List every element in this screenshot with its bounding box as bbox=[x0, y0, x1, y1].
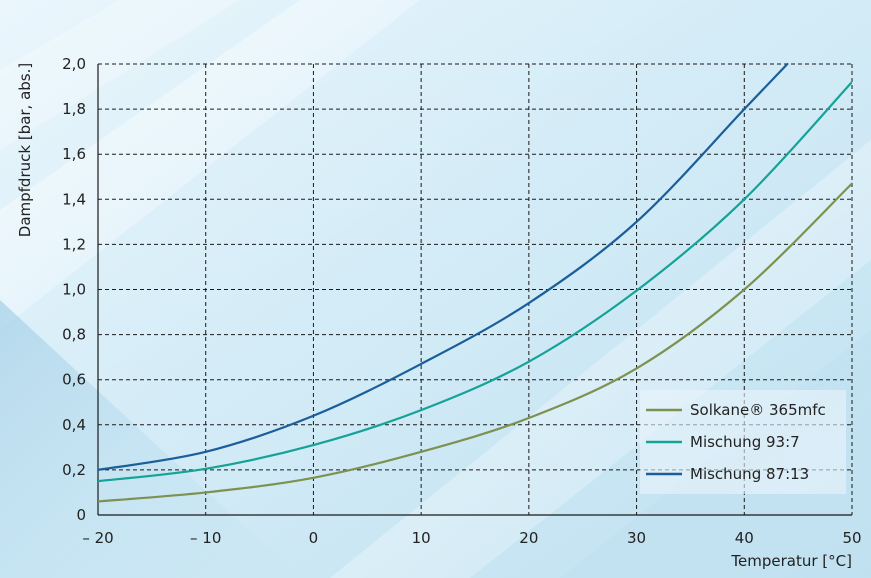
series-line-1 bbox=[98, 182, 852, 503]
y-tick-label: 1,0 bbox=[62, 281, 86, 299]
x-tick-label: – 20 bbox=[82, 529, 113, 547]
x-tick-label: – 10 bbox=[190, 529, 221, 547]
x-tick-label: 10 bbox=[412, 529, 431, 547]
x-axis-ticks: – 20 – 10 0 10 20 30 40 50 bbox=[82, 529, 861, 547]
series-line-2 bbox=[98, 80, 852, 483]
x-tick-label: 50 bbox=[842, 529, 861, 547]
y-tick-label: 0 bbox=[76, 506, 86, 524]
x-axis-label: Temperatur [°C] bbox=[730, 552, 852, 570]
series-line-3 bbox=[98, 62, 789, 471]
x-tick-label: 20 bbox=[519, 529, 538, 547]
legend-label-2: Mischung 93:7 bbox=[690, 433, 800, 451]
y-tick-label: 0,6 bbox=[62, 371, 86, 389]
y-tick-label: 0,2 bbox=[62, 461, 86, 479]
y-tick-label: 1,8 bbox=[62, 100, 86, 118]
axes bbox=[97, 64, 852, 516]
x-tick-label: 0 bbox=[309, 529, 319, 547]
y-tick-label: 1,2 bbox=[62, 235, 86, 253]
y-tick-label: 0,8 bbox=[62, 326, 86, 344]
y-axis-ticks: 0 0,2 0,4 0,6 0,8 1,0 1,2 1,4 1,6 1,8 2,0 bbox=[62, 55, 86, 524]
y-axis-label: Dampfdruck [bar, abs.] bbox=[16, 63, 34, 237]
y-tick-label: 1,4 bbox=[62, 190, 86, 208]
y-tick-label: 1,6 bbox=[62, 145, 86, 163]
y-tick-label: 0,4 bbox=[62, 416, 86, 434]
series-layer bbox=[98, 62, 852, 503]
y-tick-label: 2,0 bbox=[62, 55, 86, 73]
legend-label-1: Solkane® 365mfc bbox=[690, 401, 826, 419]
legend-label-3: Mischung 87:13 bbox=[690, 465, 809, 483]
legend: Solkane® 365mfc Mischung 93:7 Mischung 87:… bbox=[640, 390, 846, 494]
x-tick-label: 40 bbox=[735, 529, 754, 547]
x-tick-label: 30 bbox=[627, 529, 646, 547]
